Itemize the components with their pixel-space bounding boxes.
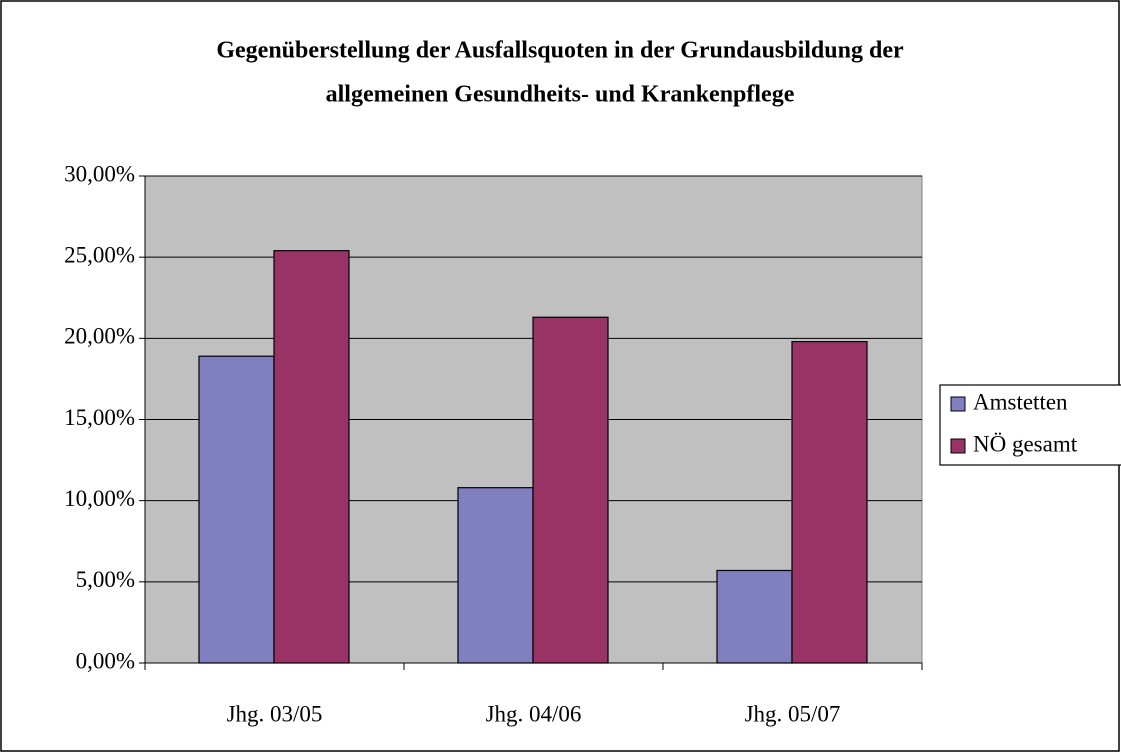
bar xyxy=(198,355,275,664)
legend-label: Amstetten xyxy=(973,389,1068,414)
bar xyxy=(532,316,609,664)
y-tick-label: 5,00% xyxy=(76,567,135,592)
y-tick-label: 20,00% xyxy=(64,324,135,349)
x-tick-label: Jhg. 04/06 xyxy=(486,701,582,726)
x-tick-label: Jhg. 03/05 xyxy=(227,701,323,726)
x-tick-label: Jhg. 05/07 xyxy=(745,701,841,726)
bar xyxy=(273,250,350,664)
chart-title: allgemeinen Gesundheits- und Krankenpfle… xyxy=(326,82,795,108)
y-tick-label: 15,00% xyxy=(64,405,135,430)
legend-swatch xyxy=(950,396,966,412)
y-tick-label: 30,00% xyxy=(64,161,135,186)
chart-title: Gegenüberstellung der Ausfallsquoten in … xyxy=(216,38,904,64)
bar xyxy=(791,340,868,664)
bar xyxy=(716,569,793,664)
legend-label: NÖ gesamt xyxy=(973,431,1078,456)
y-tick-label: 0,00% xyxy=(76,648,135,673)
legend-swatch xyxy=(950,438,966,454)
legend-box xyxy=(939,384,1121,466)
y-tick-label: 25,00% xyxy=(64,242,135,267)
y-tick-label: 10,00% xyxy=(64,486,135,511)
bar xyxy=(457,487,534,664)
